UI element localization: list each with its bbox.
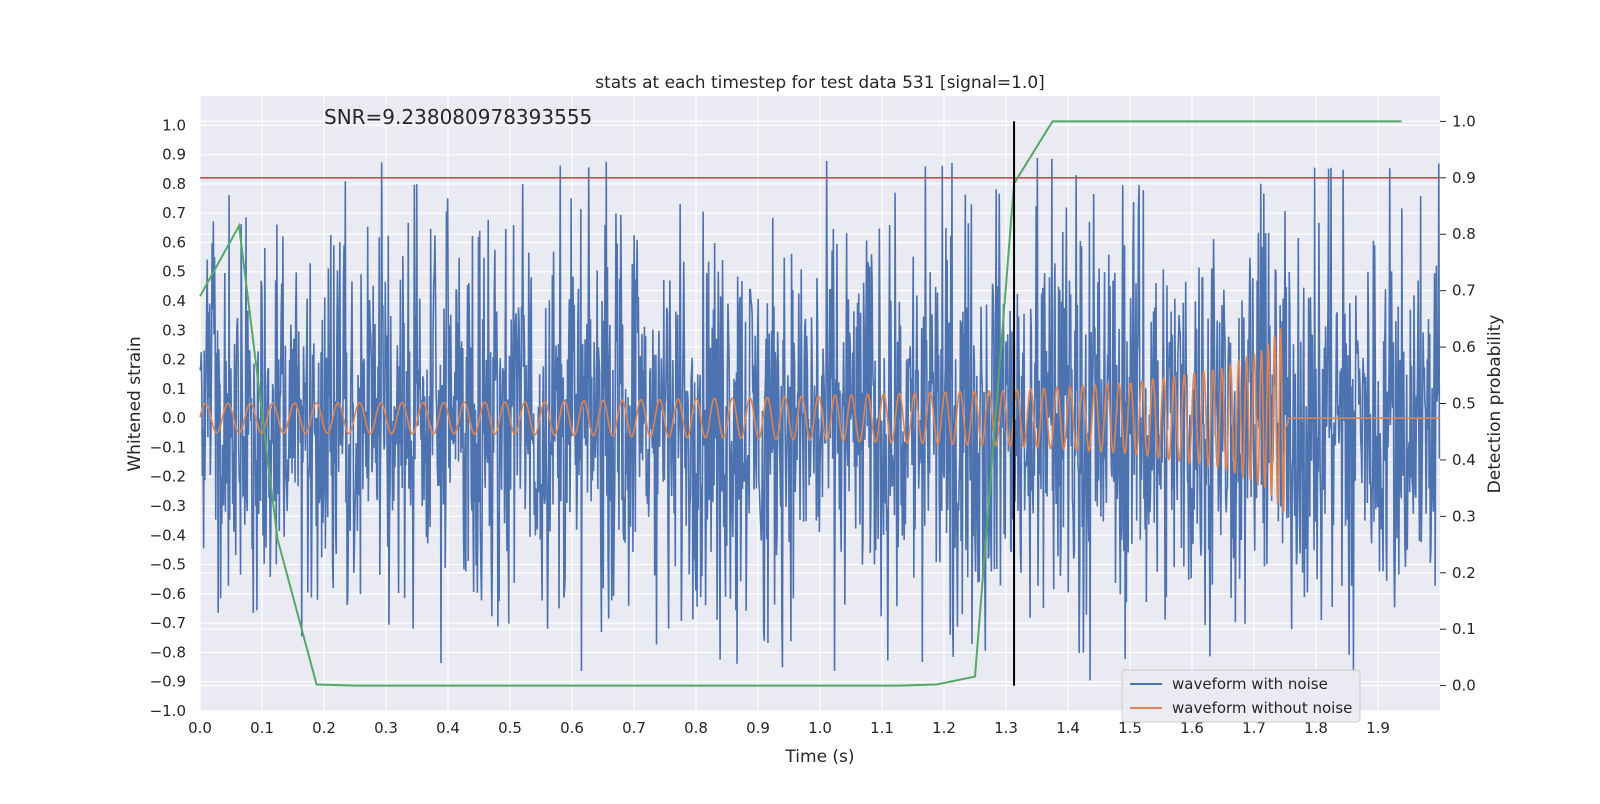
x-tick-label: 0.4 — [436, 719, 460, 737]
y2-tick-label: 0.0 — [1452, 677, 1476, 695]
x-tick-label: 1.0 — [808, 719, 832, 737]
legend-box — [1121, 669, 1361, 723]
x-tick-label: 0.5 — [498, 719, 522, 737]
chart-title: stats at each timestep for test data 531… — [595, 73, 1045, 93]
y2-tick-label: 0.6 — [1452, 338, 1476, 356]
y2-tick-label: 0.5 — [1452, 395, 1476, 413]
series-waveform-without-noise — [199, 327, 1440, 513]
x-tick-label: 1.3 — [994, 719, 1018, 737]
x-tick-label: 1.8 — [1304, 719, 1328, 737]
x-tick-label: 1.4 — [1056, 719, 1080, 737]
x-tick-label: 0.2 — [312, 719, 336, 737]
x-tick-label: 0.3 — [374, 719, 398, 737]
y-tick-label: 0.1 — [162, 380, 186, 398]
right-y-axis-ticks: 1.0 0.9 0.8 0.7 0.6 0.5 0.4 0.3 0.2 0.1 0.0 — [1440, 112, 1476, 695]
y-tick-label: −0.3 — [150, 497, 186, 515]
y-axis-label: Whitened strain — [125, 336, 145, 471]
legend-label-clean: waveform without noise — [1172, 699, 1352, 717]
legend-label-noisy: waveform with noise — [1172, 675, 1328, 693]
y-tick-label: 0.4 — [162, 292, 186, 310]
y2-axis-label: Detection probability — [1485, 315, 1505, 494]
y2-tick-label: 0.1 — [1452, 620, 1476, 638]
y-tick-label: −0.1 — [150, 438, 186, 456]
data-layer — [199, 120, 1441, 687]
x-axis-label: Time (s) — [784, 747, 854, 767]
x-axis-ticks: 0.0 0.1 0.2 0.3 0.4 0.5 0.6 0.7 0.8 0.9 1.0 1.1 1.2 1… — [188, 719, 1390, 737]
x-tick-label: 1.6 — [1180, 719, 1204, 737]
x-tick-label: 1.1 — [870, 719, 894, 737]
y-tick-label: −0.9 — [150, 673, 186, 691]
x-tick-label: 0.6 — [560, 719, 584, 737]
x-tick-label: 0.9 — [746, 719, 770, 737]
y-tick-label: 0.5 — [162, 263, 186, 281]
y-tick-label: −0.7 — [150, 614, 186, 632]
y2-tick-label: 0.9 — [1452, 169, 1476, 187]
x-tick-label: 0.8 — [684, 719, 708, 737]
y2-tick-label: 0.3 — [1452, 507, 1476, 525]
y-tick-label: 0.0 — [162, 409, 186, 427]
y-tick-label: 0.6 — [162, 233, 186, 251]
y2-tick-label: 0.2 — [1452, 564, 1476, 582]
y-tick-label: 0.2 — [162, 351, 186, 369]
x-tick-label: 0.7 — [622, 719, 646, 737]
y-tick-label: 0.7 — [162, 204, 186, 222]
left-y-axis-ticks: 1.0 0.9 0.8 0.7 0.6 0.5 0.4 0.3 0.2 0.1 0.0 −0.1 −0.… — [150, 116, 186, 720]
y-tick-label: −0.4 — [150, 526, 186, 544]
y2-tick-label: 0.4 — [1452, 451, 1476, 469]
snr-annotation: SNR=9.238080978393555 — [324, 105, 592, 129]
y-tick-label: −0.2 — [150, 468, 186, 486]
y-tick-label: 0.8 — [162, 175, 186, 193]
series-detection-probability — [199, 120, 1402, 687]
y-tick-label: −0.8 — [150, 643, 186, 661]
y-tick-label: −1.0 — [150, 702, 186, 720]
y2-tick-label: 1.0 — [1452, 112, 1476, 130]
y-tick-label: 0.9 — [162, 146, 186, 164]
y-tick-label: 1.0 — [162, 116, 186, 134]
x-tick-label: 0.1 — [250, 719, 274, 737]
y-tick-label: 0.3 — [162, 321, 186, 339]
x-tick-label: 1.2 — [932, 719, 956, 737]
x-tick-label: 1.7 — [1242, 719, 1266, 737]
legend: waveform with noise waveform without noi… — [1121, 669, 1361, 723]
x-tick-label: 1.5 — [1118, 719, 1142, 737]
series-waveform-with-noise — [199, 158, 1441, 681]
y-tick-label: −0.6 — [150, 585, 186, 603]
x-tick-label: 1.9 — [1366, 719, 1390, 737]
x-tick-label: 0.0 — [188, 719, 212, 737]
y2-tick-label: 0.7 — [1452, 282, 1476, 300]
y2-tick-label: 0.8 — [1452, 225, 1476, 243]
y-tick-label: −0.5 — [150, 556, 186, 574]
